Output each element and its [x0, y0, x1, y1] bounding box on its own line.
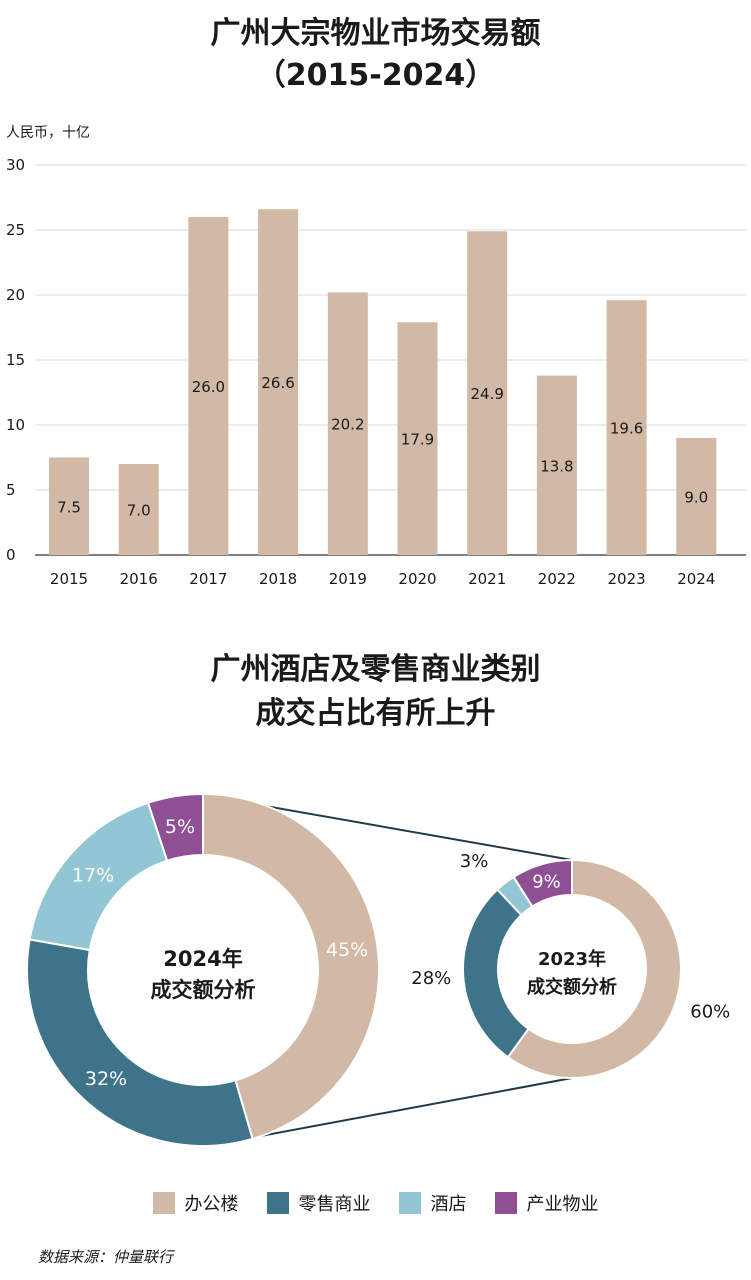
legend: 办公楼 零售商业 酒店 产业物业: [0, 1190, 751, 1216]
x-tick-label: 2020: [398, 570, 436, 588]
x-tick-label: 2021: [468, 570, 506, 588]
bar: [397, 322, 438, 555]
bar-value-label: 7.0: [127, 502, 151, 520]
y-axis-unit-label: 人民币，十亿: [6, 125, 90, 141]
legend-swatch-retail: [266, 1192, 289, 1214]
bar-value-label: 20.2: [331, 416, 364, 434]
legend-item-office: 办公楼: [152, 1190, 239, 1216]
legend-label-industrial: 产业物业: [526, 1194, 599, 1215]
x-tick-label: 2016: [120, 570, 158, 588]
x-tick-label: 2017: [189, 570, 227, 588]
x-tick-label: 2024: [677, 570, 715, 588]
donut-slice: [512, 858, 573, 908]
donut-slice: [506, 858, 682, 1079]
chart2-title-line2: 成交占比有所上升: [255, 696, 496, 731]
x-tick-label: 2018: [259, 570, 297, 588]
legend-label-hotel: 酒店: [430, 1194, 467, 1215]
donut-slice: [202, 792, 380, 1141]
donut-slice: [26, 938, 254, 1147]
bar-value-label: 24.9: [470, 385, 503, 403]
x-tick-label: 2022: [538, 570, 576, 588]
bar: [606, 300, 647, 555]
donut-value-label: 28%: [411, 968, 451, 989]
y-tick-label: 0: [6, 546, 16, 564]
source-note: 数据来源：仲量联行: [38, 1248, 174, 1266]
donut-value-label: 32%: [85, 1068, 127, 1090]
bar-chart: 人民币，十亿 0 5 10 15 20 25 30 7.5 2015 7.0 2016 26.0 2017…: [6, 125, 746, 588]
bar: [467, 231, 508, 556]
donut-value-label: 3%: [460, 851, 489, 872]
donut-value-label: 17%: [72, 864, 114, 886]
bar-value-label: 26.0: [192, 378, 225, 396]
x-tick-label: 2015: [50, 570, 88, 588]
y-tick-label: 15: [6, 351, 25, 369]
connector-line: [249, 1077, 573, 1139]
bar-value-label: 9.0: [684, 489, 708, 507]
legend-swatch-hotel: [398, 1192, 421, 1214]
chart2-title-line1: 广州酒店及零售商业类别: [210, 652, 541, 687]
chart1-title-line2: （2015-2024）: [255, 58, 496, 93]
donut-center-label: 2024年: [163, 947, 242, 971]
bar: [49, 457, 89, 555]
legend-item-hotel: 酒店: [398, 1190, 467, 1216]
y-tick-label: 20: [6, 286, 25, 304]
donut-value-label: 60%: [690, 1002, 730, 1023]
bar: [536, 375, 577, 555]
bar-value-label: 7.5: [57, 498, 81, 516]
y-tick-label: 5: [6, 481, 16, 499]
donut-center-label: 成交额分析: [527, 976, 617, 998]
chart1-title-line1: 广州大宗物业市场交易额: [210, 16, 541, 51]
x-tick-label: 2019: [329, 570, 367, 588]
y-tick-label: 30: [6, 156, 25, 174]
bar-value-label: 13.8: [540, 457, 573, 475]
y-tick-label: 10: [6, 416, 25, 434]
legend-label-office: 办公楼: [184, 1194, 239, 1215]
legend-label-retail: 零售商业: [298, 1194, 371, 1215]
legend-item-industrial: 产业物业: [494, 1190, 599, 1216]
bar-value-label: 19.6: [610, 420, 643, 438]
bar: [258, 209, 299, 555]
legend-swatch-industrial: [494, 1192, 517, 1214]
bar-value-label: 26.6: [261, 374, 294, 392]
donut-slice: [146, 792, 204, 863]
y-tick-label: 25: [6, 221, 25, 239]
bar-value-label: 17.9: [401, 431, 434, 449]
donut-slice: [462, 888, 530, 1059]
legend-item-retail: 零售商业: [266, 1190, 371, 1216]
bar: [118, 464, 159, 555]
donut-value-label: 9%: [532, 871, 561, 892]
bar: [327, 292, 368, 555]
donut-value-label: 45%: [326, 939, 368, 961]
x-tick-label: 2023: [608, 570, 646, 588]
donut-center-label: 成交额分析: [151, 978, 256, 1002]
legend-swatch-office: [152, 1192, 175, 1214]
bar: [676, 438, 717, 555]
donut-value-label: 5%: [165, 816, 195, 838]
donut-center-label: 2023年: [538, 948, 606, 970]
bar: [188, 217, 229, 555]
